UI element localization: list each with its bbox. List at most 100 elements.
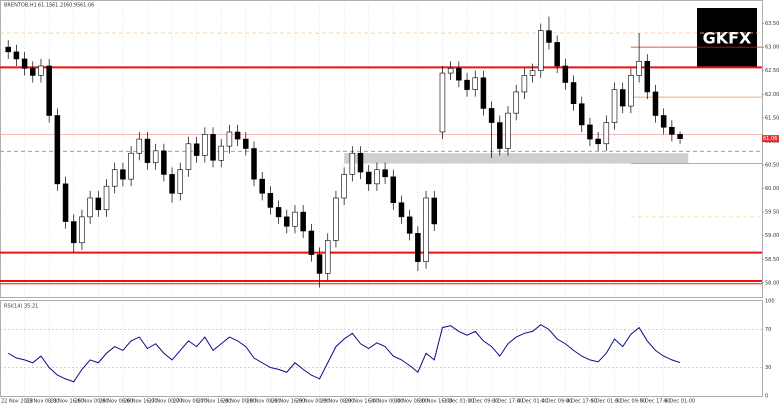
x-tick-label: 23 Nov 16:00 [50, 399, 84, 405]
candle-body [562, 65, 569, 83]
x-tick-label: 28 Nov 00:00 [222, 399, 256, 405]
candle-body [415, 233, 421, 262]
candle-body [333, 197, 339, 241]
candle-body [46, 65, 52, 116]
header-low: 60.95 [66, 3, 80, 9]
candle-body [587, 124, 593, 140]
candle-body [677, 134, 683, 139]
candle-body [365, 171, 372, 185]
candle-body [546, 30, 552, 43]
candle-body [431, 197, 438, 225]
candle-body [529, 70, 536, 76]
candle-body [13, 51, 20, 60]
x-tick-label: 27 Nov 08:00 [173, 399, 207, 405]
candle-body [202, 134, 208, 156]
y-tick-label: 63.50 [765, 21, 779, 27]
last-price-label: 61.06 [763, 136, 777, 142]
x-tick-label: 30 Nov 00:00 [370, 399, 404, 405]
rsi-tick-label: 0 [765, 394, 768, 400]
candle-body [54, 115, 61, 185]
y-tick-label: 59.00 [765, 233, 779, 239]
candle-body [62, 183, 69, 222]
logo-box [697, 8, 757, 68]
candle-body [644, 60, 651, 93]
candle-body [349, 152, 356, 175]
x-tick-label: 23 Nov 08:00 [26, 399, 60, 405]
candle-body [406, 216, 413, 234]
candle-body [226, 131, 233, 147]
x-tick-label: 4 Dec 09:00 [542, 399, 572, 405]
candle-body [284, 216, 290, 227]
candle-body [619, 89, 626, 107]
candle-body [554, 42, 560, 67]
header-high: 61.21 [52, 3, 66, 9]
candle-body [218, 145, 224, 161]
candle-body [341, 174, 347, 199]
candle-body [324, 240, 331, 274]
y-tick-label: 62.00 [765, 92, 779, 98]
candle-body [669, 126, 675, 135]
candle-body [308, 230, 315, 255]
x-tick-label: 27 Nov 16:00 [198, 399, 232, 405]
candle-body [595, 138, 601, 145]
candle-body [423, 197, 429, 262]
zone [344, 153, 689, 164]
x-tick-label: 29 Nov 16:00 [345, 399, 379, 405]
candle-body [5, 46, 11, 53]
candle-body [210, 134, 216, 161]
candle-body [538, 30, 544, 72]
x-tick-label: 29 Nov 08:00 [321, 399, 355, 405]
header-open: 61.15 [38, 3, 52, 9]
candle-body [87, 197, 93, 218]
candle-body [398, 202, 405, 218]
rsi-tick-label: 30 [765, 365, 771, 371]
x-tick-label: 28 Nov 16:00 [271, 399, 305, 405]
y-tick-label: 60.00 [765, 186, 779, 192]
candle-body [259, 178, 265, 194]
x-tick-label: 26 Nov 00:00 [75, 399, 109, 405]
candle-body [300, 211, 306, 232]
y-tick-label: 58.00 [765, 280, 779, 286]
logo: GKFX [703, 29, 752, 48]
y-tick-label: 58.50 [765, 257, 779, 263]
candle-body [578, 103, 585, 126]
last-price-box [762, 135, 779, 143]
candle-body [488, 108, 495, 123]
rsi-tick-label: 100 [765, 299, 775, 305]
candle-body [152, 150, 159, 163]
candle-body [103, 185, 110, 211]
x-tick-label: 3 Dec 17:00 [493, 399, 523, 405]
candle-body [128, 152, 134, 180]
candle-body [570, 82, 577, 105]
candle-body [70, 221, 77, 244]
x-tick-label: 26 Nov 16:00 [124, 399, 158, 405]
x-tick-label: 5 Dec 17:00 [640, 399, 670, 405]
candle-body [234, 131, 241, 140]
candle-body [652, 91, 659, 116]
x-tick-label: 30 Nov 08:00 [394, 399, 428, 405]
candle-body [251, 148, 257, 180]
x-tick-label: 3 Dec 09:00 [468, 399, 498, 405]
y-tick-label: 62.50 [765, 68, 779, 74]
candle-body [177, 169, 184, 194]
candle-body [79, 216, 85, 244]
candle-body [382, 169, 388, 178]
candle-body [513, 91, 519, 114]
y-tick-label: 61.50 [765, 115, 779, 121]
candle-body [21, 58, 28, 69]
x-tick-label: 22 Nov 2018 [1, 399, 33, 405]
candle-body [267, 192, 274, 208]
x-tick-label: 4 Dec 17:00 [566, 399, 596, 405]
y-tick-label: 60.50 [765, 163, 779, 169]
candle-body [628, 75, 634, 107]
candle-body [161, 150, 167, 175]
candle-body [374, 169, 380, 185]
x-tick-label: 3 Dec 01:00 [443, 399, 473, 405]
candle-body [193, 143, 200, 156]
candle-body [30, 68, 36, 76]
rsi-name: RSI(14) [4, 304, 22, 310]
candle-body [38, 65, 44, 76]
y-tick-label: 59.50 [765, 210, 779, 216]
